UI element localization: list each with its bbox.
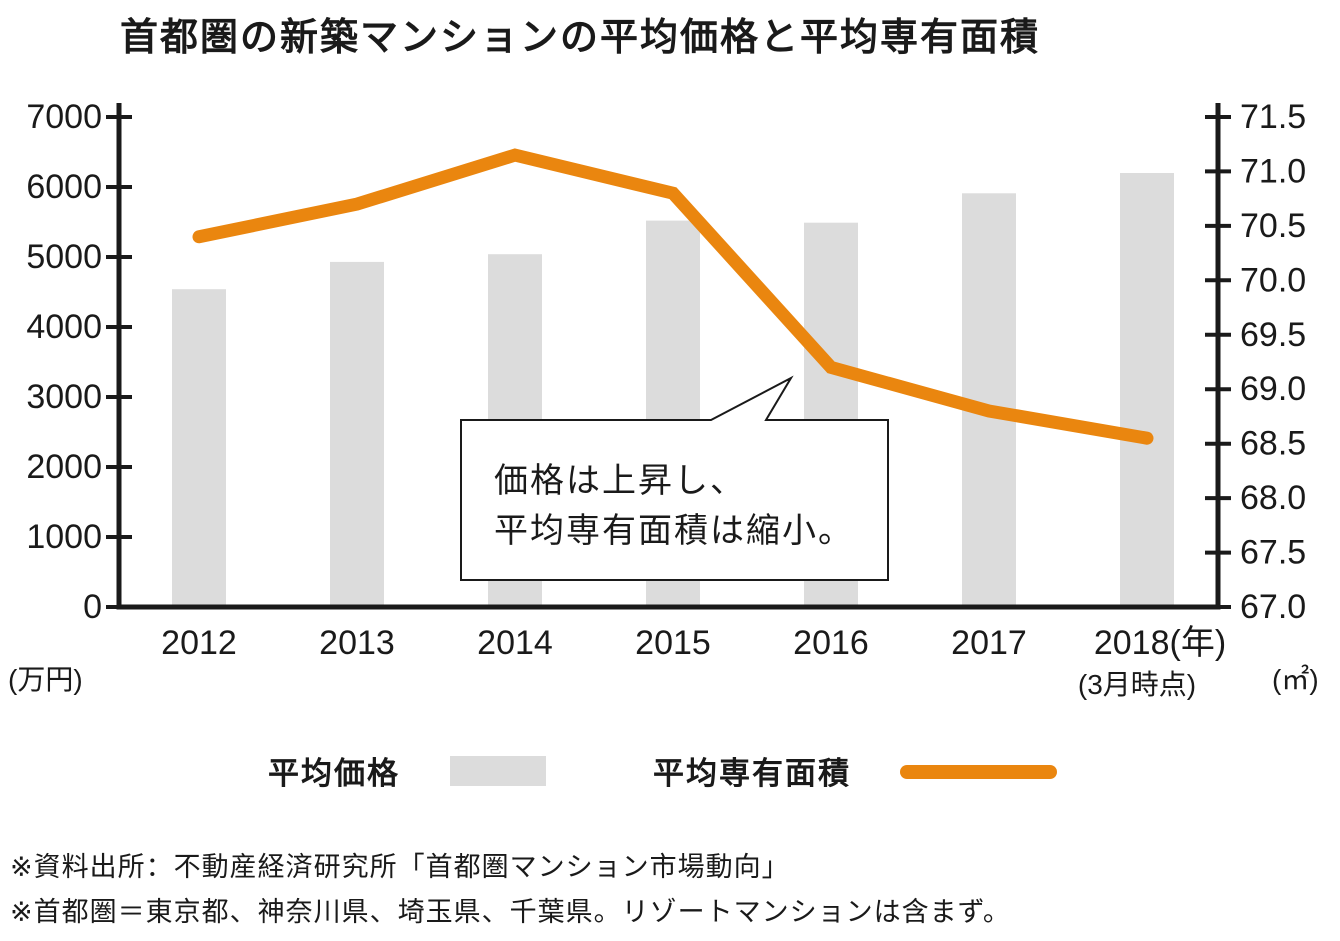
right-axis-tick-label: 71.0 (1240, 152, 1306, 190)
right-axis-tick-label: 67.5 (1240, 534, 1306, 572)
x-axis-label-2016: 2016 (793, 624, 869, 662)
right-axis-tick-label: 71.5 (1240, 98, 1306, 136)
right-axis-unit-label: (㎡) (1272, 664, 1319, 695)
right-axis-tick-label: 70.5 (1240, 207, 1306, 245)
area-line-series (192, 148, 1154, 445)
bar-2012 (172, 289, 226, 607)
right-axis-tick-label: 70.0 (1240, 261, 1306, 299)
right-axis-tick-label: 67.0 (1240, 588, 1306, 626)
x-axis-label-2012: 2012 (161, 624, 237, 662)
left-axis-tick-label: 3000 (26, 378, 102, 416)
footnote-definition: ※首都圏＝東京都、神奈川県、埼玉県、千葉県。リゾートマンションは含まず。 (10, 897, 1011, 927)
chart-title: 首都圏の新築マンションの平均価格と平均専有面積 (120, 17, 1041, 59)
footnote-source: ※資料出所：不動産経済研究所「首都圏マンション市場動向」 (10, 852, 790, 882)
legend-bar-swatch (450, 756, 546, 786)
bar-2018 (1120, 173, 1174, 607)
legend-label-average-price: 平均価格 (268, 756, 400, 791)
right-axis-tick-label: 69.0 (1240, 370, 1306, 408)
right-axis-tick-label: 69.5 (1240, 316, 1306, 354)
left-axis-tick-label: 7000 (26, 98, 102, 136)
legend-label-average-area: 平均専有面積 (653, 756, 851, 791)
left-axis-tick-label: 1000 (26, 518, 102, 556)
left-axis-tick-label: 5000 (26, 238, 102, 276)
annotation-bubble (460, 375, 889, 581)
x-axis-label-2018: 2018(年) (1094, 624, 1226, 662)
bar-2013 (330, 261, 384, 607)
annotation-text-line-1: 価格は上昇し、 (494, 462, 746, 500)
left-axis-tick-label: 4000 (26, 308, 102, 346)
left-axis-unit-label: (万円) (8, 664, 83, 695)
legend-line-swatch (900, 765, 1057, 779)
left-axis-tick-label: 0 (83, 588, 102, 626)
left-axis-tick-label: 2000 (26, 448, 102, 486)
x-axis-label-2014: 2014 (477, 624, 553, 662)
left-axis-tick-label: 6000 (26, 168, 102, 206)
x-axis-label-2015: 2015 (635, 624, 711, 662)
right-axis-tick-label: 68.0 (1240, 479, 1306, 517)
annotation-text-line-2: 平均専有面積は縮小。 (494, 512, 854, 550)
x-axis-label-2013: 2013 (319, 624, 395, 662)
right-axis-tick-label: 68.5 (1240, 425, 1306, 463)
x-axis-note: (3月時点) (1078, 669, 1196, 700)
x-axis-label-2017: 2017 (951, 624, 1027, 662)
